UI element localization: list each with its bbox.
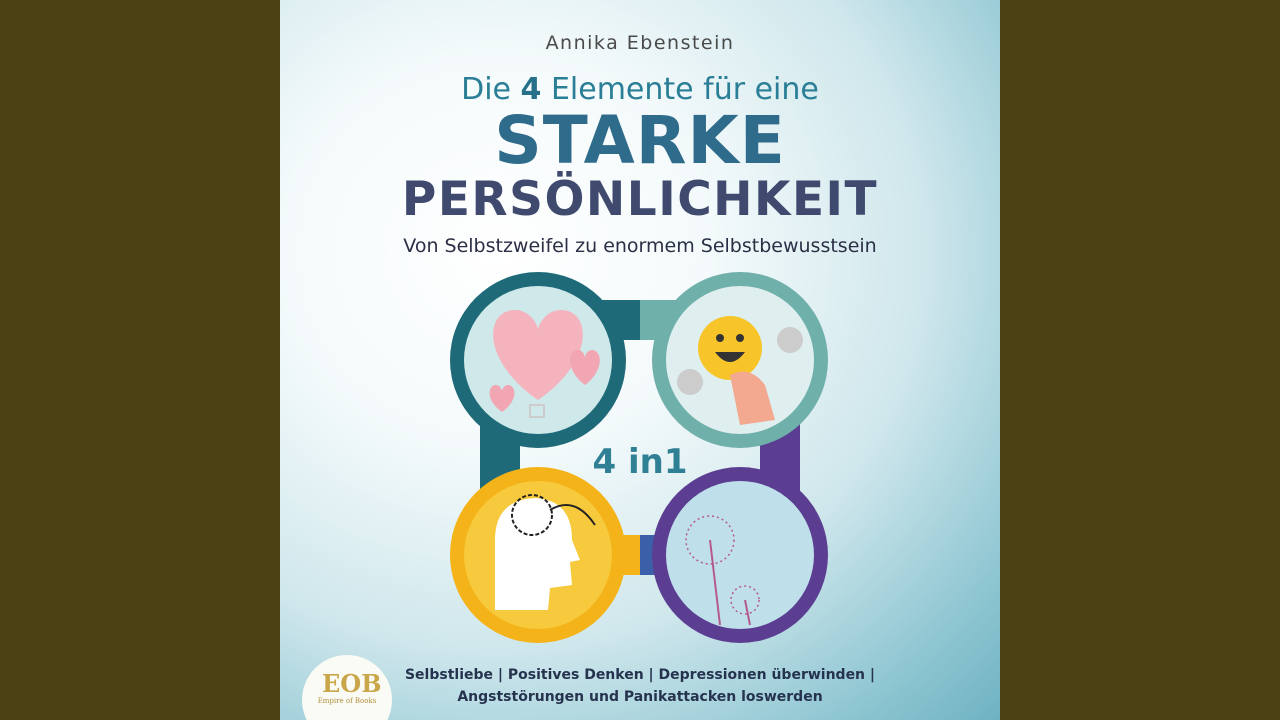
tags-line-2: Angststörungen und Panikattacken loswerd… [457,689,823,705]
four-in-one-badge: 4 in1 [592,442,688,482]
author-name: Annika Ebenstein [545,32,735,54]
title-number: 4 [520,72,542,107]
tags-line-1: Selbstliebe | Positives Denken | Depress… [404,667,876,683]
depression-circle [450,467,626,643]
basket-icon [529,404,545,418]
title-line-3: PERSÖNLICHKEIT [401,172,879,227]
four-elements-diagram [450,272,828,643]
subtitle: Von Selbstzweifel zu enormem Selbstbewus… [403,235,877,257]
small-heart-icon [489,385,515,412]
neutral-face-icon [677,369,703,395]
positive-thinking-circle [652,272,828,448]
book-cover: Annika Ebenstein Die 4 Elemente für eine… [280,0,1000,720]
tangled-thoughts-icon [511,494,553,536]
publisher-logo: EOB Empire of Books [302,655,392,720]
hand-icon [730,371,775,425]
title-line-2: STARKE [494,102,786,179]
topic-tags: Selbstliebe | Positives Denken | Depress… [280,664,1000,708]
title-post: Elemente für eine [541,72,819,107]
self-love-circle [450,272,626,448]
dandelion-icon [685,515,760,626]
heart-balloon-icon [493,310,583,400]
sad-face-icon [777,327,803,353]
small-heart-icon [570,350,600,385]
publisher-name: Empire of Books [317,697,377,705]
happy-face-icon [698,316,762,380]
publisher-mark: EOB [322,669,382,698]
title-line-1: Die 4 Elemente für eine [280,72,1000,107]
title-pre: Die [461,72,521,107]
anxiety-circle [652,467,828,643]
